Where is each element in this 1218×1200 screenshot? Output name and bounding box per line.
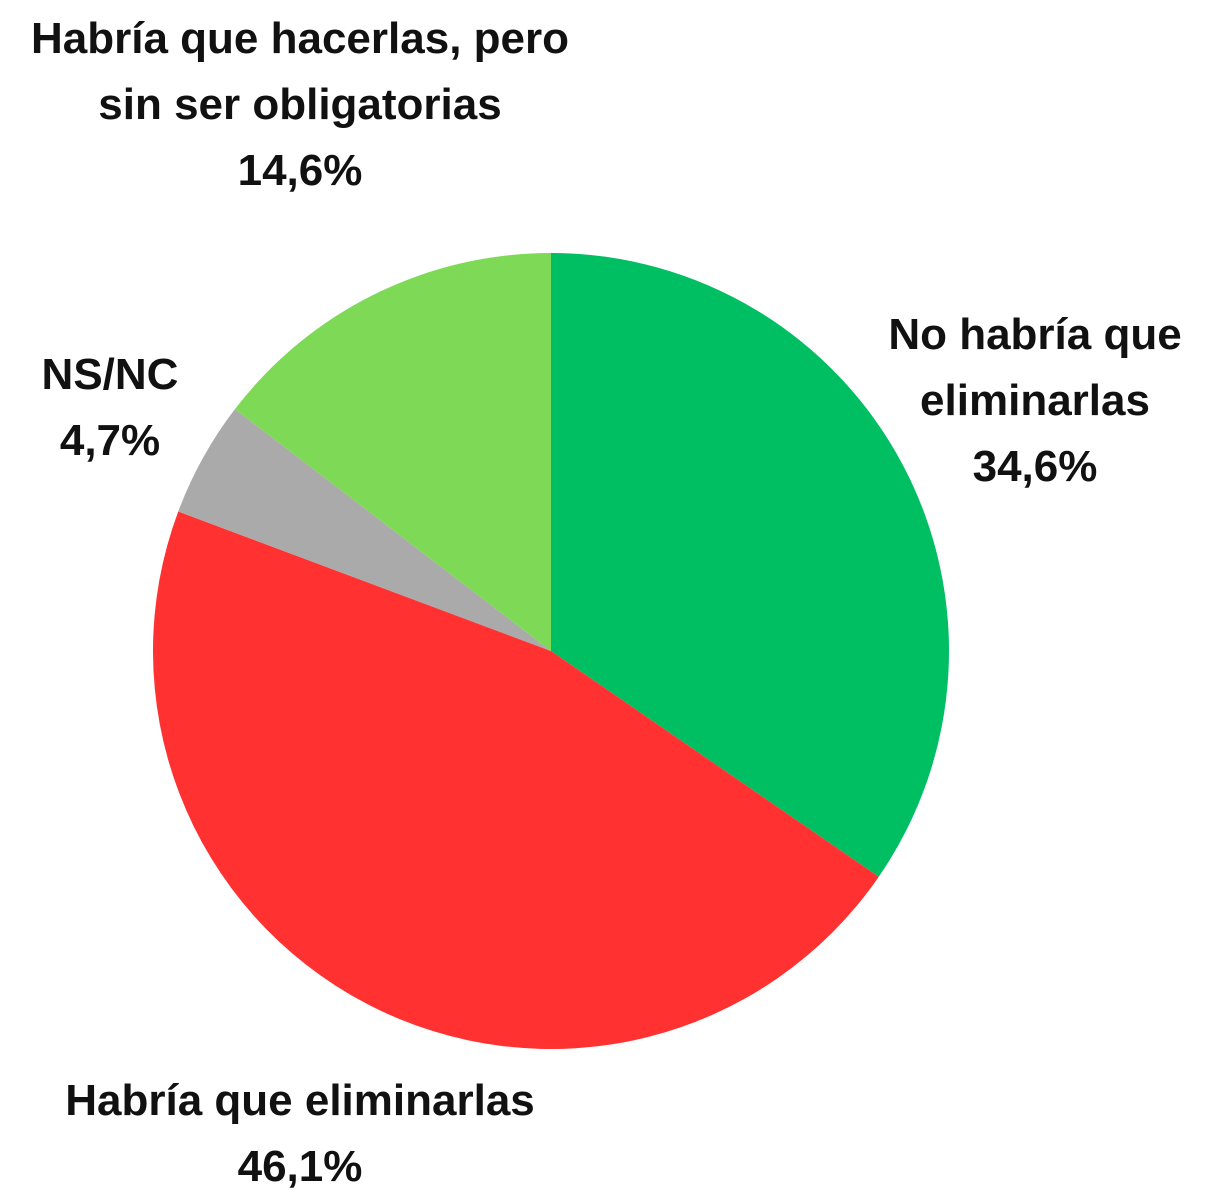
slice-label: Habría que eliminarlas 46,1% [0, 1068, 600, 1200]
value-label: 34,6% [972, 442, 1098, 491]
category-name: NS/NC [41, 350, 179, 399]
category-name: No habría que eliminarlas [888, 310, 1182, 425]
slice-label: No habría que eliminarlas 34,6% [845, 302, 1218, 500]
pie-slice [551, 253, 949, 877]
pie-slice [234, 253, 551, 651]
value-label: 14,6% [237, 146, 363, 195]
value-label: 4,7% [59, 416, 161, 465]
slice-label: NS/NC 4,7% [10, 342, 210, 474]
category-name: Habría que hacerlas, pero sin ser obliga… [31, 14, 569, 129]
slice-label: Habría que hacerlas, pero sin ser obliga… [30, 6, 570, 204]
pie-slice [152, 511, 879, 1050]
value-label: 46,1% [237, 1142, 363, 1191]
category-name: Habría que eliminarlas [65, 1076, 535, 1125]
pie-slice [178, 409, 551, 651]
